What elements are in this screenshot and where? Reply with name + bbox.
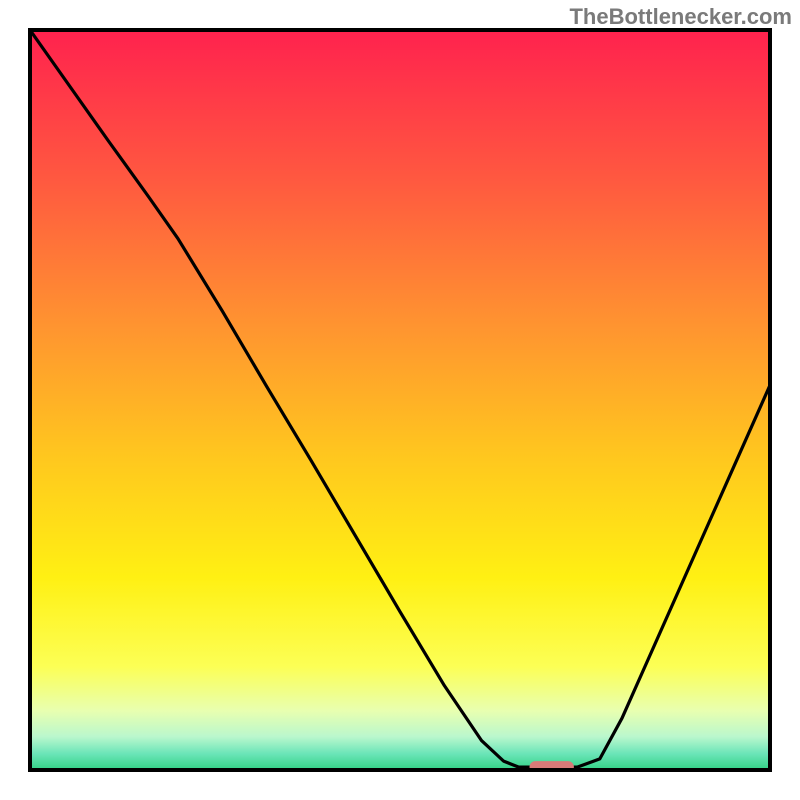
gradient-background: [30, 30, 770, 770]
chart-svg: [0, 0, 800, 800]
watermark-text: TheBottlenecker.com: [569, 4, 792, 30]
bottleneck-chart: TheBottlenecker.com: [0, 0, 800, 800]
